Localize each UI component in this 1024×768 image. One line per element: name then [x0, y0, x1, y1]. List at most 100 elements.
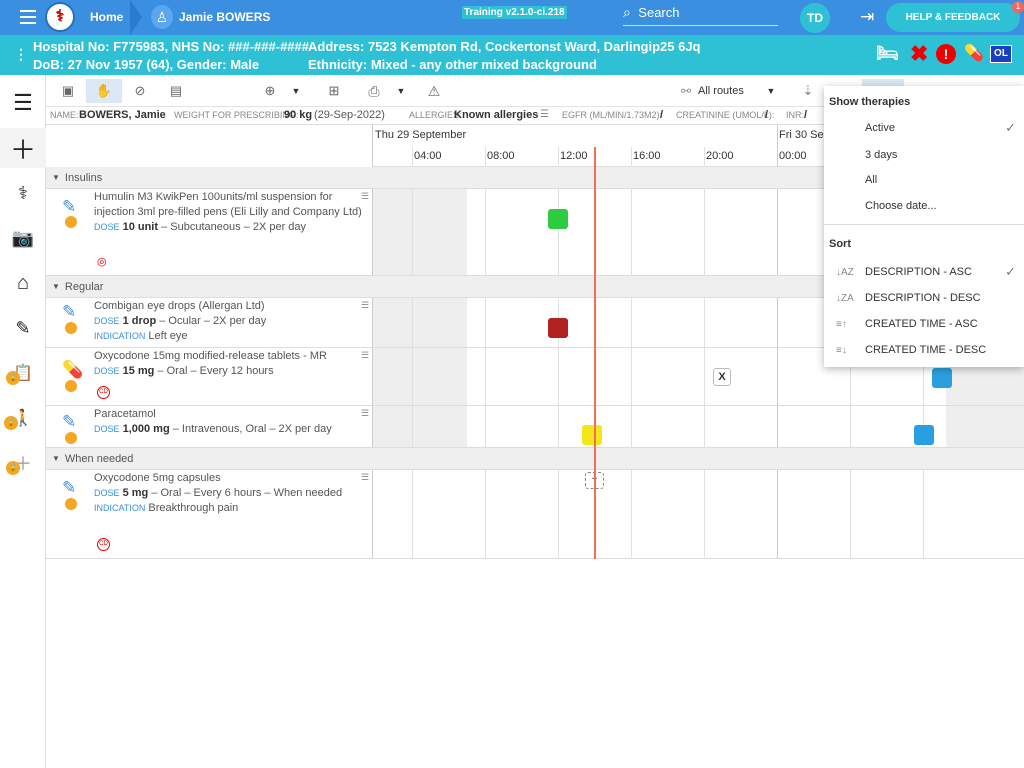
- night-shade: [373, 189, 467, 275]
- patient-name[interactable]: Jamie BOWERS: [179, 10, 271, 24]
- therapy-description: Humulin M3 KwikPen 100units/ml suspensio…: [94, 190, 366, 235]
- therapy-row[interactable]: ✎ Combigan eye drops (Allergan Ltd) DOSE…: [46, 298, 1024, 348]
- search-label: Search: [638, 5, 680, 20]
- administration-marker-blue[interactable]: [932, 368, 952, 388]
- address: Address: 7523 Kempton Rd, Cockertonst Wa…: [308, 39, 701, 54]
- cross-icon[interactable]: ✖: [910, 41, 929, 66]
- sort-description-asc[interactable]: ↓AZ DESCRIPTION - ASC ✓: [824, 260, 1024, 284]
- option-choose-date[interactable]: Choose date...: [824, 194, 1024, 218]
- show-therapies-header: Show therapies: [829, 96, 911, 108]
- group-insulins[interactable]: ▼ Insulins: [46, 167, 1024, 189]
- sort-created-desc[interactable]: ≡↓ CREATED TIME - DESC: [824, 338, 1024, 362]
- time-label: 12:00: [560, 150, 588, 162]
- grid-line: [485, 147, 486, 559]
- hand-view-icon[interactable]: ✋: [86, 79, 122, 103]
- therapy-row[interactable]: 💊 Oxycodone 15mg modified-release tablet…: [46, 348, 1024, 406]
- lock-icon: 🔒: [6, 371, 20, 385]
- time-label: 08:00: [487, 150, 515, 162]
- group-label: Regular: [64, 280, 104, 293]
- med-name: Oxycodone 5mg capsules: [94, 472, 221, 484]
- sidebar-edit-icon[interactable]: ✎: [15, 317, 31, 338]
- therapy-description: Oxycodone 15mg modified-release tablets …: [94, 349, 366, 379]
- route: – Intravenous, Oral – 2X per day: [169, 423, 332, 435]
- option-label: Choose date...: [865, 200, 937, 212]
- sidebar-locked-walk-icon[interactable]: 🚶: [13, 410, 33, 427]
- status-icon: [65, 432, 77, 444]
- help-button[interactable]: HELP & FEEDBACK: [886, 3, 1020, 32]
- routes-select[interactable]: All routes: [698, 85, 744, 97]
- indication-value: Breakthrough pain: [148, 502, 239, 514]
- hospital-no: Hospital No: F775983, NHS No: ###-###-##…: [33, 39, 309, 54]
- ol-badge[interactable]: OL: [990, 45, 1012, 63]
- row-menu-icon[interactable]: ☰: [361, 350, 370, 360]
- sort-icon[interactable]: ⇣: [802, 83, 814, 98]
- route: – Ocular – 2X per day: [156, 315, 267, 327]
- sort-description-desc[interactable]: ↓ZA DESCRIPTION - DESC: [824, 286, 1024, 310]
- sort-created-asc[interactable]: ≡↑ CREATED TIME - ASC: [824, 312, 1024, 336]
- dose-value: 1 drop: [122, 315, 157, 327]
- warning-icon[interactable]: ⚠: [427, 82, 441, 99]
- allergies-menu-icon[interactable]: ☰: [540, 109, 549, 120]
- inr-label: INR:: [786, 110, 804, 120]
- check-icon: ✓: [1005, 120, 1016, 135]
- option-label: Active: [865, 122, 895, 134]
- allergies-value[interactable]: Known allergies: [454, 109, 539, 121]
- pill-view-icon[interactable]: ⊘: [134, 83, 146, 98]
- grid-line: [704, 147, 705, 559]
- dob: DoB: 27 Nov 1957 (64), Gender: Male: [33, 57, 260, 72]
- group-regular[interactable]: ▼ Regular: [46, 276, 1024, 298]
- template-icon[interactable]: ⊞: [328, 83, 340, 98]
- row-menu-icon[interactable]: ☰: [361, 191, 370, 201]
- bed-icon[interactable]: 🛏: [876, 43, 899, 63]
- option-all[interactable]: All: [824, 168, 1024, 192]
- sidebar-add-icon[interactable]: ＋: [0, 128, 46, 168]
- creatinine-label: CREATININE (UMOL/L):: [676, 110, 775, 120]
- user-avatar[interactable]: TD: [800, 3, 830, 33]
- administration-marker-green[interactable]: [548, 209, 568, 229]
- therapy-row[interactable]: ✎ Paracetamol DOSE 1,000 mg – Intravenou…: [46, 406, 1024, 448]
- document-icon[interactable]: ▤: [169, 83, 183, 98]
- egfr-value: /: [660, 109, 664, 121]
- logout-icon[interactable]: ⇥: [860, 7, 875, 26]
- sort-za-icon: ↓ZA: [836, 292, 854, 304]
- add-pill-icon[interactable]: ⊕: [264, 83, 276, 98]
- home-link[interactable]: Home: [90, 10, 124, 24]
- cd-badge: CD: [97, 538, 110, 551]
- print-icon[interactable]: ⎙: [368, 82, 380, 99]
- therapy-description: Paracetamol DOSE 1,000 mg – Intravenous,…: [94, 407, 366, 437]
- collapse-icon: ▼: [52, 282, 60, 291]
- row-menu-icon[interactable]: ☰: [361, 408, 370, 418]
- option-3-days[interactable]: 3 days: [824, 143, 1024, 167]
- add-pill-dropdown-icon[interactable]: ▼: [291, 86, 301, 96]
- cd-badge: CD: [97, 386, 110, 399]
- patient-menu-icon[interactable]: ⋮: [14, 46, 28, 62]
- row-menu-icon[interactable]: ☰: [361, 472, 370, 482]
- sidebar-camera-icon[interactable]: 📷: [11, 227, 35, 248]
- group-label: Insulins: [64, 171, 103, 184]
- group-when-needed[interactable]: ▼ When needed: [46, 448, 1024, 470]
- sidebar-stethoscope-icon[interactable]: ⚕: [18, 182, 28, 203]
- search-box[interactable]: ⌕ Search: [623, 4, 778, 26]
- version-badge: Training v2.1.0-ci.218: [462, 6, 567, 19]
- therapy-row[interactable]: ✎ Humulin M3 KwikPen 100units/ml suspens…: [46, 189, 1024, 276]
- alert-icon[interactable]: !: [936, 44, 956, 64]
- therapy-row[interactable]: ✎ Oxycodone 5mg capsules DOSE 5 mg – Ora…: [46, 470, 1024, 559]
- dose-value: 1,000 mg: [122, 423, 170, 435]
- option-active[interactable]: Active ✓: [824, 116, 1024, 140]
- status-icon: [65, 380, 77, 392]
- chart-view-icon[interactable]: ▣: [61, 83, 75, 98]
- row-menu-icon[interactable]: ☰: [361, 300, 370, 310]
- print-dropdown-icon[interactable]: ▼: [396, 86, 406, 96]
- administration-marker-yellow[interactable]: [582, 425, 602, 445]
- administration-marker-blue[interactable]: [914, 425, 934, 445]
- sidebar-list-icon[interactable]: ☰: [13, 90, 33, 115]
- med-name: Combigan eye drops (Allergan Ltd): [94, 300, 265, 312]
- administration-marker-red[interactable]: [548, 318, 568, 338]
- divider: [824, 224, 1024, 225]
- routes-dropdown-icon[interactable]: ▼: [766, 86, 776, 96]
- skipped-marker[interactable]: X: [713, 368, 731, 386]
- menu-icon[interactable]: [20, 10, 36, 24]
- sidebar-home-icon[interactable]: ⌂: [16, 271, 30, 294]
- pill-icon[interactable]: 💊: [964, 45, 984, 62]
- patient-icon: ♙: [151, 5, 173, 29]
